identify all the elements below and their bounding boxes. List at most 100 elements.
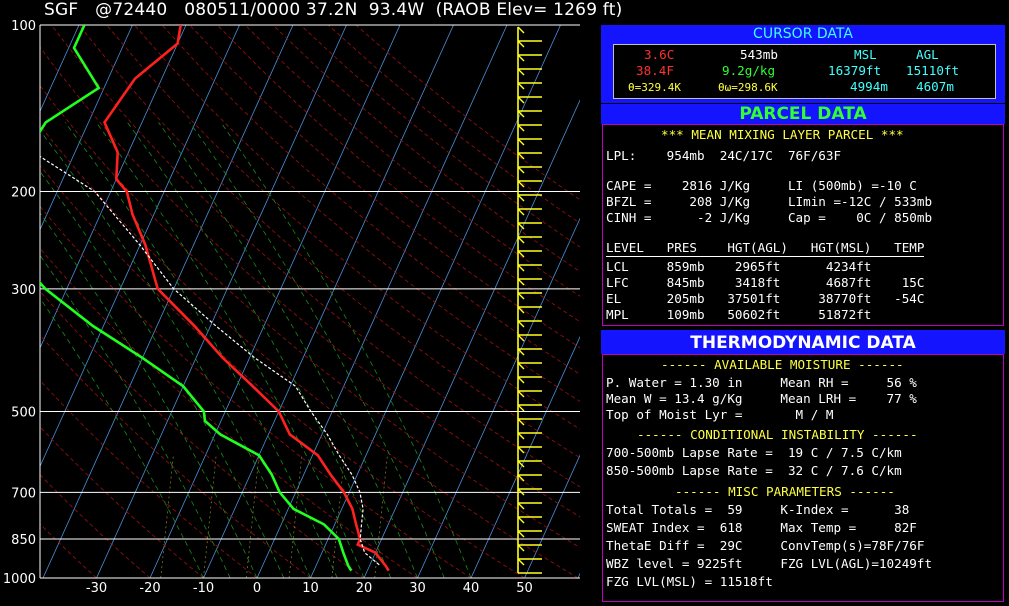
wind-barb <box>517 334 525 342</box>
cursor-temp-f: 38.4F <box>636 63 674 78</box>
dry-adiabat <box>40 334 311 578</box>
dry-adiabat <box>78 25 580 459</box>
dry-adiabat <box>134 25 580 402</box>
wind-barb <box>517 152 525 160</box>
moist-adiabat <box>95 122 365 578</box>
thermo-moist-layer: Top of Moist Lyr = M / M <box>606 407 834 422</box>
wind-barb <box>517 250 525 258</box>
mixing-ratio-line <box>203 455 217 578</box>
wind-barb <box>517 236 525 244</box>
thermo-wbz: WBZ level = 9225ft FZG LVL(AGL)=10249ft <box>606 556 933 571</box>
parcel-row-lcl: LCL 859mb 2965ft 4234ft <box>606 259 872 274</box>
x-tick-label: 50 <box>516 581 533 596</box>
wind-barb <box>517 208 525 216</box>
wind-barb <box>517 166 525 174</box>
cursor-msl-label: MSL <box>854 47 877 62</box>
moist-adiabat <box>40 170 285 578</box>
wind-barb <box>517 446 525 454</box>
thermo-misc-header: ------ MISC PARAMETERS ------ <box>675 484 895 499</box>
thermo-moisture-header: ------ AVAILABLE MOISTURE ------ <box>661 357 904 372</box>
parcel-table-header: LEVEL PRES HGT(AGL) HGT(MSL) TEMP <box>606 240 925 257</box>
wind-barb <box>517 404 525 412</box>
dry-adiabat <box>106 25 580 430</box>
isotherm <box>524 454 580 578</box>
series-line-2 <box>40 25 353 572</box>
cursor-temp-c: 3.6C <box>644 47 675 62</box>
x-tick-label: 20 <box>356 581 373 596</box>
isotherm <box>40 25 240 468</box>
x-tick-label: -10 <box>193 581 214 596</box>
dry-adiabat <box>189 25 580 349</box>
wind-barb <box>517 362 525 370</box>
thermo-mean-w: Mean W = 13.4 g/Kg Mean LRH = 77 % <box>606 391 917 406</box>
wind-barb <box>517 26 525 34</box>
dry-adiabat <box>40 379 258 578</box>
cursor-data-panel: CURSOR DATA 3.6C 543mb MSL AGL 38.4F 9.2… <box>601 25 1005 103</box>
moist-adiabat <box>158 122 418 578</box>
cursor-msl-ft: 16379ft <box>828 63 882 78</box>
parcel-row-mpl: MPL 109mb 50602ft 51872ft <box>606 307 872 322</box>
y-tick-label: 1000 <box>3 572 36 587</box>
series-line-1 <box>103 25 390 572</box>
chart-title: SGF @72440 080511/0000 37.2N 93.4W (RAOB… <box>44 0 623 20</box>
dry-adiabat <box>40 124 579 578</box>
parcel-bfzl: BFZL = 208 J/Kg LImin =-12C / 533mb <box>606 194 933 209</box>
cursor-agl-ft: 15110ft <box>906 63 960 78</box>
thermo-fzg-msl: FZG LVL(MSL) = 11518ft <box>606 574 773 589</box>
isotherm <box>40 25 133 231</box>
isotherm <box>42 25 294 578</box>
wind-barb <box>517 264 525 272</box>
cursor-agl-m: 4607m <box>916 79 954 94</box>
isotherm <box>256 25 508 578</box>
y-tick-label: 200 <box>11 185 36 200</box>
mixing-ratio-line <box>288 455 303 578</box>
mixing-ratio-line <box>331 455 345 578</box>
isotherm <box>577 572 580 578</box>
skewt-chart[interactable]: 100 200 300 500 700 850 1000 -30 -20 -10 0 10 20 30 4… <box>0 0 600 606</box>
wind-barb <box>517 96 525 104</box>
thermo-lapse-700-500: 700-500mb Lapse Rate = 19 C / 7.5 C/km <box>606 445 902 460</box>
wind-barb <box>517 544 525 552</box>
x-tick-label: 30 <box>409 581 426 596</box>
moist-adiabat <box>220 122 472 578</box>
thermo-sweat: SWEAT Index = 618 Max Temp = 82F <box>606 520 917 535</box>
moist-adiabat <box>127 122 392 578</box>
cursor-mixing-ratio: 9.2g/kg <box>722 63 776 78</box>
cursor-theta-w: θω=298.6K <box>718 81 778 94</box>
isotherm <box>363 99 580 578</box>
y-tick-label: 850 <box>11 533 36 548</box>
parcel-row-el: EL 205mb 37501ft 38770ft -54C <box>606 291 925 306</box>
wind-barb <box>517 110 525 118</box>
wind-barb <box>517 530 525 538</box>
isotherm <box>96 25 347 578</box>
x-tick-label: -30 <box>86 581 107 596</box>
moist-adiabat <box>189 122 445 578</box>
thermo-data-title: THERMODYNAMIC DATA <box>601 330 1005 354</box>
y-tick-label: 500 <box>11 406 36 421</box>
moist-adiabat <box>40 212 258 578</box>
cursor-data-title: CURSOR DATA <box>601 25 1005 43</box>
thermo-instability-header: ------ CONDITIONAL INSTABILITY ------ <box>637 427 918 442</box>
parcel-cape: CAPE = 2816 J/Kg LI (500mb) =-10 C <box>606 178 917 193</box>
wind-barb <box>517 54 525 62</box>
x-tick-label: -20 <box>139 581 160 596</box>
dry-adiabat <box>40 164 525 578</box>
wind-barb <box>517 40 525 48</box>
wind-barb <box>517 488 525 496</box>
wind-barb <box>517 194 525 202</box>
dry-adiabat <box>40 247 418 578</box>
dry-adiabat <box>327 25 580 224</box>
dry-adiabat <box>40 85 580 549</box>
parcel-data-panel: PARCEL DATA *** MEAN MIXING LAYER PARCEL… <box>601 104 1005 326</box>
wind-barb <box>517 376 525 384</box>
moist-adiabat <box>64 122 338 578</box>
parcel-cinh: CINH = -2 J/Kg Cap = 0C / 850mb <box>606 210 933 225</box>
mixing-ratio-line <box>245 455 260 578</box>
x-tick-label: 0 <box>253 581 261 596</box>
cursor-msl-m: 4994m <box>850 79 888 94</box>
series-line-3 <box>40 155 381 567</box>
dry-adiabat <box>355 25 580 201</box>
wind-barb <box>517 474 525 482</box>
dry-adiabat <box>272 25 580 272</box>
moist-adiabat <box>40 129 311 578</box>
